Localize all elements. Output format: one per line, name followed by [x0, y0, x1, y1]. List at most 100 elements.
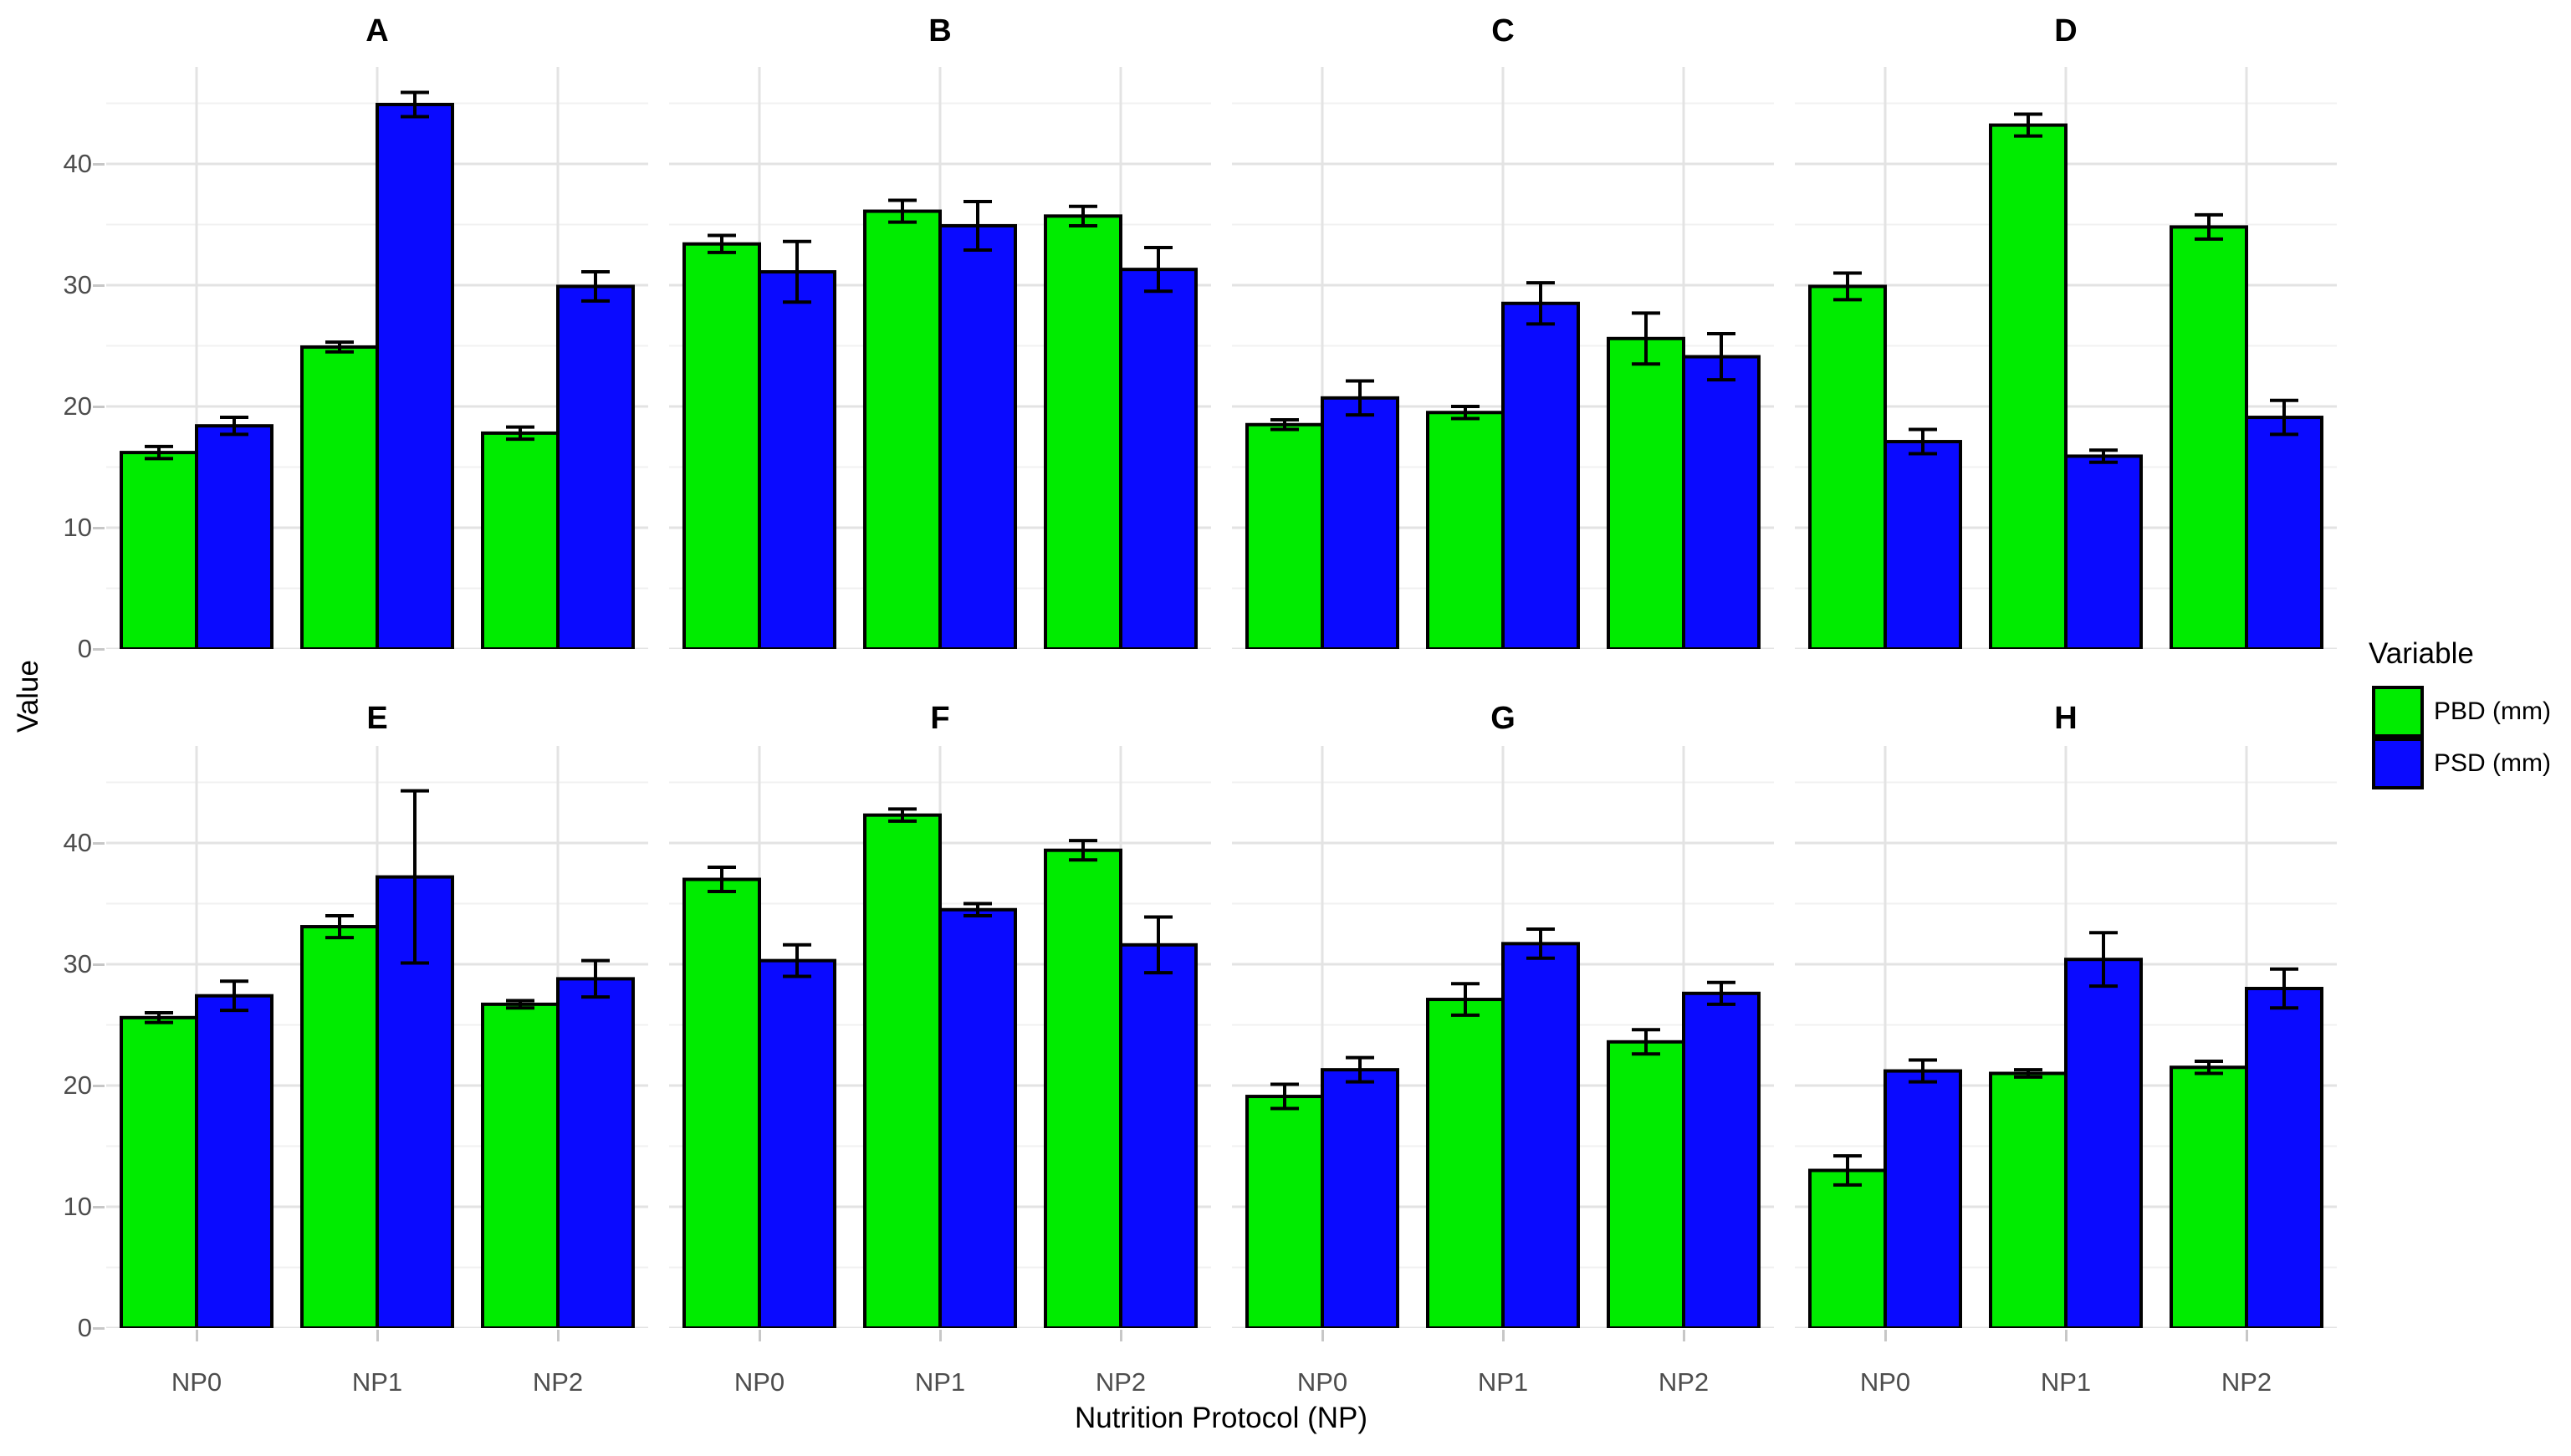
- facet-title-g: G: [1490, 701, 1516, 736]
- x-tick-label-np2: NP2: [532, 1367, 584, 1397]
- bar-h-np0-psd: [1884, 1069, 1962, 1328]
- legend-swatch-pbd: [2372, 686, 2424, 738]
- bar-h-np1-pbd: [1989, 1071, 2068, 1328]
- x-tick-label-np2: NP2: [1658, 1367, 1710, 1397]
- legend-label-pbd: PBD (mm): [2434, 697, 2551, 725]
- bar-c-np1-pbd: [1426, 411, 1505, 649]
- error-bar: [581, 958, 610, 999]
- x-tick-mark: [556, 1330, 560, 1341]
- bar-g-np0-pbd: [1245, 1095, 1324, 1328]
- bar-f-np0-pbd: [682, 877, 761, 1328]
- y-tick-label-row1: 10: [63, 513, 92, 542]
- error-bar: [1632, 311, 1660, 366]
- error-bar: [888, 807, 917, 823]
- error-bar: [1069, 839, 1097, 862]
- error-bar: [145, 444, 173, 461]
- error-bar: [1346, 379, 1374, 417]
- x-tick-mark: [2245, 1330, 2248, 1341]
- y-tick-label-row2: 30: [63, 949, 92, 978]
- bar-f-np1-psd: [938, 907, 1017, 1328]
- bar-b-np2-psd: [1119, 268, 1198, 649]
- facet-panel-h: [1795, 746, 2337, 1328]
- facet-title-f: F: [930, 701, 950, 736]
- x-tick-label-np1: NP1: [351, 1367, 403, 1397]
- bar-a-np2-pbd: [481, 431, 560, 649]
- x-tick-mark: [938, 1330, 942, 1341]
- y-tick-label-row2: 20: [63, 1070, 92, 1100]
- x-axis-title: Nutrition Protocol (NP): [1074, 1402, 1368, 1434]
- x-tick-mark: [2064, 1330, 2068, 1341]
- x-tick-label-np1: NP1: [914, 1367, 966, 1397]
- bar-b-np0-psd: [758, 270, 836, 649]
- bar-a-np1-psd: [376, 102, 454, 649]
- bar-g-np2-psd: [1682, 991, 1761, 1328]
- error-bar: [2195, 212, 2223, 241]
- facet-panel-b: [669, 67, 1211, 649]
- x-tick-mark: [1501, 1330, 1505, 1341]
- x-tick-label-np0: NP0: [1296, 1367, 1348, 1397]
- error-bar: [220, 979, 248, 1013]
- error-bar: [1909, 427, 1937, 456]
- error-bar: [1069, 204, 1097, 227]
- x-tick-label-np0: NP0: [733, 1367, 785, 1397]
- x-tick-label-np2: NP2: [2221, 1367, 2272, 1397]
- bar-f-np2-pbd: [1044, 848, 1122, 1328]
- bar-h-np0-pbd: [1808, 1168, 1887, 1328]
- bar-e-np0-psd: [195, 994, 273, 1328]
- bar-h-np2-psd: [2245, 987, 2323, 1328]
- x-tick-label-np0: NP0: [1859, 1367, 1911, 1397]
- error-bar: [2195, 1060, 2223, 1075]
- error-bar: [708, 866, 736, 893]
- y-tick-label-row1: 30: [63, 270, 92, 299]
- facet-panel-c: [1232, 67, 1774, 649]
- bar-f-np1-pbd: [863, 813, 942, 1328]
- error-bar: [963, 902, 992, 917]
- y-tick-mark: [93, 284, 105, 287]
- error-bar: [1270, 1082, 1299, 1111]
- bar-e-np2-psd: [556, 977, 635, 1328]
- error-bar: [783, 943, 811, 978]
- x-tick-mark: [1884, 1330, 1887, 1341]
- x-tick-mark: [1119, 1330, 1122, 1341]
- error-bar: [783, 239, 811, 304]
- y-tick-mark: [93, 647, 105, 651]
- error-bar: [145, 1011, 173, 1024]
- legend-title: Variable: [2369, 637, 2474, 670]
- x-tick-label-np2: NP2: [1095, 1367, 1147, 1397]
- error-bar: [2014, 1068, 2042, 1079]
- bar-c-np0-pbd: [1245, 422, 1324, 649]
- error-bar: [325, 914, 354, 940]
- bar-e-np0-pbd: [120, 1015, 198, 1328]
- error-bar: [506, 425, 534, 442]
- bar-f-np0-psd: [758, 958, 836, 1328]
- y-tick-mark: [93, 162, 105, 166]
- bar-a-np0-psd: [195, 424, 273, 649]
- x-tick-mark: [1682, 1330, 1685, 1341]
- error-bar: [2270, 967, 2298, 1010]
- legend-label-psd: PSD (mm): [2434, 749, 2551, 777]
- x-tick-mark: [758, 1330, 761, 1341]
- bar-f-np2-psd: [1119, 943, 1198, 1328]
- error-bar: [2089, 931, 2118, 989]
- error-bar: [1526, 927, 1555, 960]
- error-bar: [1526, 281, 1555, 326]
- error-bar: [963, 199, 992, 252]
- facet-panel-e: [106, 746, 648, 1328]
- facet-panel-d: [1795, 67, 2337, 649]
- error-bar: [888, 198, 917, 224]
- bar-c-np0-psd: [1321, 396, 1399, 649]
- facet-title-d: D: [2054, 13, 2078, 49]
- x-tick-label-np1: NP1: [1477, 1367, 1529, 1397]
- error-bar: [2014, 112, 2042, 138]
- error-bar: [1270, 417, 1299, 432]
- error-bar: [1909, 1058, 1937, 1084]
- bar-a-np0-pbd: [120, 451, 198, 649]
- facet-panel-g: [1232, 746, 1774, 1328]
- facet-title-b: B: [928, 13, 952, 49]
- bar-e-np1-pbd: [300, 925, 379, 1328]
- error-bar: [1346, 1055, 1374, 1084]
- error-bar: [1451, 405, 1480, 421]
- y-tick-label-row1: 0: [77, 634, 92, 663]
- bar-d-np1-psd: [2064, 454, 2143, 649]
